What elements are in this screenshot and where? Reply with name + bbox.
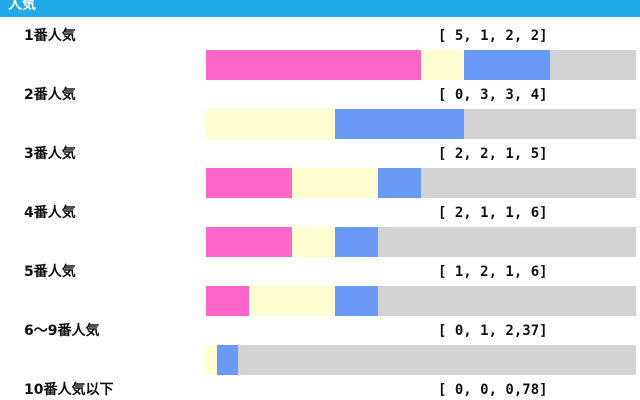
bar-segment-second (292, 168, 378, 198)
bar-segment-third (335, 109, 464, 139)
stacked-bar (206, 286, 636, 316)
bar-segment-other (464, 109, 636, 139)
section-title: 人気 (8, 0, 36, 13)
stacked-bar (206, 345, 636, 375)
bar-segment-other (550, 50, 636, 80)
bar-segment-third (335, 286, 378, 316)
bar-segment-first (206, 227, 292, 257)
record-label: [ 0, 3, 3, 4] (438, 87, 548, 103)
record-label: [ 2, 2, 1, 5] (438, 146, 548, 162)
bar-segment-second (206, 109, 335, 139)
record-label: [ 0, 0, 0,78] (438, 382, 548, 398)
bar-segment-first (206, 50, 421, 80)
bar-segment-first (206, 286, 249, 316)
bar-segment-third (464, 50, 550, 80)
bar-segment-other (238, 345, 636, 375)
record-label: [ 0, 1, 2,37] (438, 323, 548, 339)
bar-segment-second (206, 345, 217, 375)
record-label: [ 2, 1, 1, 6] (438, 205, 548, 221)
row-label: 1番人気 (24, 28, 76, 44)
bar-segment-third (378, 168, 421, 198)
bar-segment-second (249, 286, 335, 316)
section-header: 人気 (0, 0, 640, 17)
bar-segment-second (421, 50, 464, 80)
stacked-bar (206, 168, 636, 198)
record-label: [ 1, 2, 1, 6] (438, 264, 548, 280)
row-label: 4番人気 (24, 205, 76, 221)
record-label: [ 5, 1, 2, 2] (438, 28, 548, 44)
bar-segment-first (206, 168, 292, 198)
row-label: 3番人気 (24, 146, 76, 162)
bar-segment-second (292, 227, 335, 257)
stacked-bar (206, 50, 636, 80)
stacked-bar (206, 227, 636, 257)
stacked-bar (206, 109, 636, 139)
bar-segment-third (335, 227, 378, 257)
bar-segment-other (378, 286, 636, 316)
row-label: 5番人気 (24, 264, 76, 280)
bar-segment-third (216, 345, 239, 375)
row-label: 2番人気 (24, 87, 76, 103)
bar-segment-other (378, 227, 636, 257)
row-label: 10番人気以下 (24, 382, 114, 398)
row-label: 6〜9番人気 (24, 323, 100, 339)
bar-segment-other (421, 168, 636, 198)
